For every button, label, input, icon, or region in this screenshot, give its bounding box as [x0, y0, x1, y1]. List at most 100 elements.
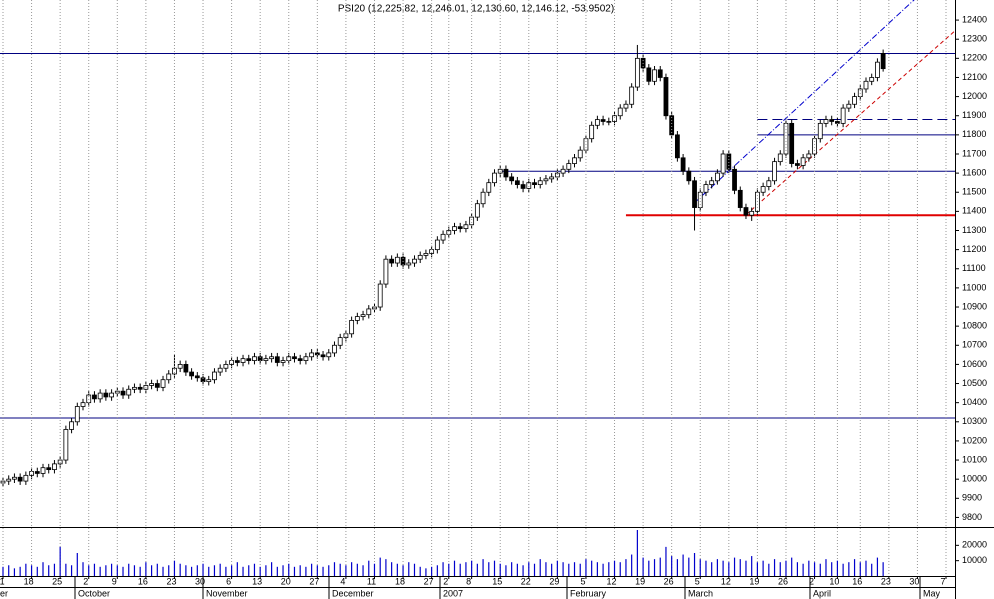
candle-body	[503, 168, 509, 178]
candle-body	[634, 57, 640, 88]
month-label: April	[813, 588, 831, 598]
month-label: December	[332, 588, 374, 598]
month-label: February	[570, 588, 607, 598]
candle-body	[109, 392, 114, 398]
x-tick-label: 20	[281, 576, 291, 586]
candle-body	[532, 182, 537, 185]
candle-body	[469, 216, 475, 226]
x-tick-label: 9	[112, 576, 117, 586]
candle-body	[394, 256, 400, 264]
candle-body	[63, 429, 69, 461]
candle-body	[303, 356, 309, 361]
month-label: er	[0, 588, 8, 598]
candle-body	[852, 96, 857, 105]
candle-body	[6, 478, 12, 482]
y-tick-label: 12100	[962, 72, 987, 82]
y-tick-label: 11200	[962, 244, 986, 254]
x-tick-label: 12	[607, 576, 617, 586]
candle-body	[52, 463, 57, 471]
candle-body	[537, 180, 543, 185]
x-tick-label: 11	[367, 576, 376, 586]
candle-body	[749, 210, 755, 216]
y-tick-label: 12200	[962, 53, 987, 63]
candle-body	[543, 178, 549, 182]
candle-body	[46, 467, 52, 471]
candle-body	[320, 354, 326, 358]
candle-body	[526, 182, 532, 189]
candle-body	[377, 283, 383, 308]
y-tick-label: 11500	[962, 187, 986, 197]
candle-body	[840, 107, 846, 124]
candle-body	[69, 421, 74, 430]
candle-body	[406, 262, 412, 266]
y-tick-label: 10100	[962, 454, 987, 464]
y-tick-label: 11700	[962, 148, 986, 158]
candle-body	[120, 390, 126, 396]
candle-body	[520, 184, 526, 189]
candle-body	[337, 337, 343, 346]
x-tick-label: 23	[166, 576, 176, 586]
candle-body	[646, 67, 652, 82]
candle-body	[806, 153, 812, 159]
x-tick-label: 2	[443, 576, 448, 586]
candle-body	[795, 163, 800, 166]
y-tick-label: 11600	[962, 167, 986, 177]
y-tick-label: 10700	[962, 340, 987, 350]
candle-body	[697, 191, 703, 208]
candle-body	[423, 253, 429, 256]
y-tick-label: 10500	[962, 378, 987, 388]
candle-body	[383, 258, 389, 285]
month-label: May	[923, 588, 941, 598]
candle-body	[577, 149, 583, 159]
candle-body	[246, 358, 252, 361]
x-tick-label: 7	[940, 576, 945, 586]
candle-body	[474, 203, 480, 218]
candle-body	[652, 69, 657, 82]
candle-body	[17, 476, 23, 482]
candle-body	[252, 356, 257, 361]
candle-body	[617, 107, 623, 117]
candle-body	[714, 172, 720, 182]
candle-body	[703, 184, 709, 193]
candle-body	[434, 239, 440, 251]
candle-body	[509, 176, 515, 182]
x-tick-label: 30	[195, 576, 205, 586]
x-tick-label: 18	[395, 576, 405, 586]
candle-body	[189, 371, 195, 377]
y-tick-label: 11900	[962, 110, 986, 120]
x-tick-label: 30	[909, 576, 919, 586]
x-tick-label: 27	[309, 576, 319, 586]
candle-body	[412, 258, 417, 264]
candle-body	[389, 258, 395, 264]
x-tick-label: 2	[809, 576, 814, 586]
candle-body	[126, 388, 132, 396]
candle-body	[332, 344, 337, 354]
candle-body	[875, 61, 880, 78]
candle-body	[657, 69, 663, 78]
x-tick-label: 27	[424, 576, 434, 586]
x-tick-label: 4	[340, 576, 345, 586]
candle-body	[737, 189, 743, 208]
candle-body	[880, 53, 886, 70]
x-tick-label: 16	[138, 576, 148, 586]
y-tick-label: 10900	[962, 301, 987, 311]
candle-body	[57, 459, 63, 465]
x-tick-label: 23	[881, 576, 891, 586]
candle-body	[194, 375, 200, 379]
candle-body	[217, 367, 223, 373]
x-tick-label: 22	[521, 576, 531, 586]
y-tick-label: 10600	[962, 359, 987, 369]
x-tick-label: 26	[664, 576, 674, 586]
candle-body	[269, 356, 275, 360]
candle-body	[40, 467, 46, 474]
candle-body	[114, 390, 120, 394]
candle-body	[0, 480, 6, 484]
candle-body	[274, 356, 280, 363]
candle-body	[600, 119, 606, 122]
candle-body	[452, 226, 457, 231]
candle-body	[572, 157, 577, 164]
candle-body	[594, 119, 600, 126]
x-tick-label: 26	[778, 576, 788, 586]
candle-body	[760, 186, 766, 193]
candle-body	[549, 176, 555, 180]
